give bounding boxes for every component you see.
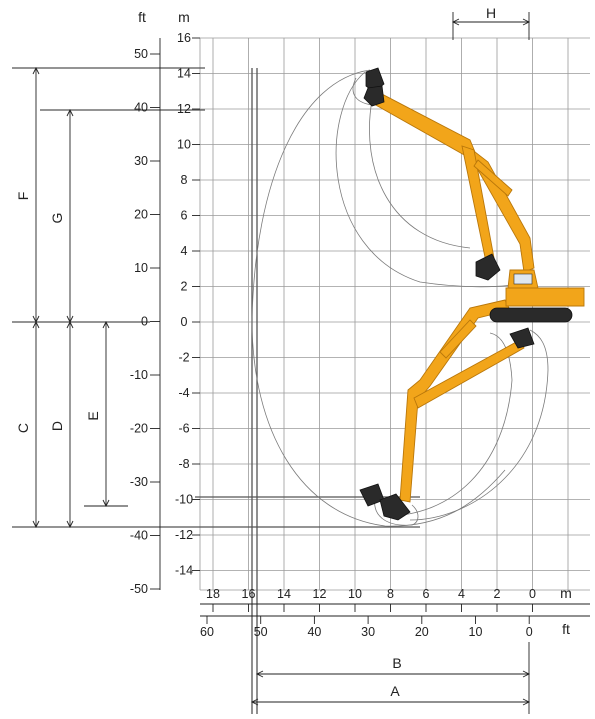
scale-m-label: 0 — [181, 315, 188, 329]
bucket-lower-near — [509, 327, 535, 349]
scale-ft-label: 40 — [134, 101, 148, 115]
dimension-d-arrows — [66, 320, 74, 529]
scale-ft-label: 10 — [134, 261, 148, 275]
lower-envelope-outer — [409, 329, 549, 521]
lower-envelope-mid — [387, 332, 513, 517]
scale-m-label: -6 — [178, 422, 189, 436]
scale-m-label: -2 — [178, 351, 189, 365]
cab-window — [513, 273, 533, 285]
scale-bottom-m-label: 10 — [348, 587, 362, 601]
scale-ft-label: -20 — [130, 422, 148, 436]
reference-lines — [12, 67, 420, 714]
unit-label-m-bottom: m — [560, 585, 572, 601]
dimension-b-label: B — [392, 655, 401, 671]
unit-label-ft-bottom: ft — [562, 621, 570, 637]
scale-ft-label: -10 — [130, 368, 148, 382]
scale-bottom-ft-label: 0 — [526, 625, 533, 639]
scale-m-label: 14 — [177, 67, 191, 81]
scale-labels: ft mmft1614121086420-2-4-6-8-10-12-145040… — [15, 5, 590, 699]
bucket-upper-curled — [475, 253, 501, 281]
scale-ft-label: -40 — [130, 529, 148, 543]
dimension-d-label: D — [49, 421, 65, 431]
scale-m-label: 10 — [177, 138, 191, 152]
scale-m-label: -14 — [175, 564, 193, 578]
track — [489, 307, 573, 323]
tip-curl-arc — [352, 77, 373, 106]
scale-bottom-ft-label: 20 — [415, 625, 429, 639]
scale-m-label: -10 — [175, 493, 193, 507]
boom-upper — [373, 91, 535, 273]
upper-envelope-inner — [369, 99, 471, 249]
scale-ft-label: 0 — [141, 315, 148, 329]
scale-ft-label: 30 — [134, 154, 148, 168]
dimension-f-label: F — [15, 192, 31, 201]
unit-label-m-left: m — [178, 9, 190, 25]
dimension-c-label: C — [15, 423, 31, 433]
dimension-e-arrows — [102, 320, 110, 508]
bucket-lower-curled — [379, 493, 411, 521]
scale-bottom-m-label: 12 — [313, 587, 327, 601]
excavator-upper-pose — [363, 67, 535, 281]
working-envelopes — [251, 69, 549, 527]
scale-bottom-m-label: 6 — [423, 587, 430, 601]
dimension-lines — [32, 12, 531, 714]
scale-m-label: 16 — [177, 31, 191, 45]
dimension-g-label: G — [49, 213, 65, 224]
scale-bottom-m-label: 4 — [458, 587, 465, 601]
scale-m-label: 12 — [177, 102, 191, 116]
scale-bottom-m-label: 8 — [387, 587, 394, 601]
scale-m-label: 4 — [181, 244, 188, 258]
scale-bottom-ft-label: 10 — [469, 625, 483, 639]
scale-m-label: -4 — [178, 386, 189, 400]
scale-m-label: 2 — [181, 280, 188, 294]
bottom-curl-arc — [374, 496, 419, 526]
scale-m-label: -12 — [175, 528, 193, 542]
scale-m-label: 6 — [181, 209, 188, 223]
excavator-machine — [489, 269, 585, 323]
dimension-e-label: E — [85, 411, 101, 420]
max-reach-envelope — [251, 69, 506, 527]
bucket-upper-lower — [363, 85, 385, 107]
dimension-h-label: H — [486, 5, 496, 21]
scale-bottom-ft-label: 40 — [307, 625, 321, 639]
upper-envelope-outer — [335, 71, 521, 288]
scale-bottom-m-label: 14 — [277, 587, 291, 601]
cylinder-lower — [439, 319, 477, 359]
scale-bottom-m-label: 2 — [494, 587, 501, 601]
scale-bottom-ft-label: 30 — [361, 625, 375, 639]
dimension-c-arrows — [32, 320, 40, 529]
upper-structure — [505, 287, 585, 307]
stick-lower — [413, 339, 525, 409]
scale-ft-label: 50 — [134, 47, 148, 61]
scale-bottom-m-label: 16 — [242, 587, 256, 601]
scale-ft-label: -30 — [130, 475, 148, 489]
scale-m-label: -8 — [178, 457, 189, 471]
cylinder-upper — [473, 159, 513, 197]
scale-ft-label: -50 — [130, 582, 148, 596]
unit-label-ft-left: ft — [138, 9, 146, 25]
dimension-a-label: A — [390, 683, 400, 699]
dimension-h-arrows — [451, 18, 531, 26]
scale-bottom-m-label: 0 — [529, 587, 536, 601]
scale-m-label: 8 — [181, 173, 188, 187]
scale-bottom-ft-label: 60 — [200, 625, 214, 639]
scale-ft-label: 20 — [134, 208, 148, 222]
scale-bottom-m-label: 18 — [206, 587, 220, 601]
excavator-lower-pose — [359, 299, 535, 521]
scale-bottom-ft-label: 50 — [254, 625, 268, 639]
